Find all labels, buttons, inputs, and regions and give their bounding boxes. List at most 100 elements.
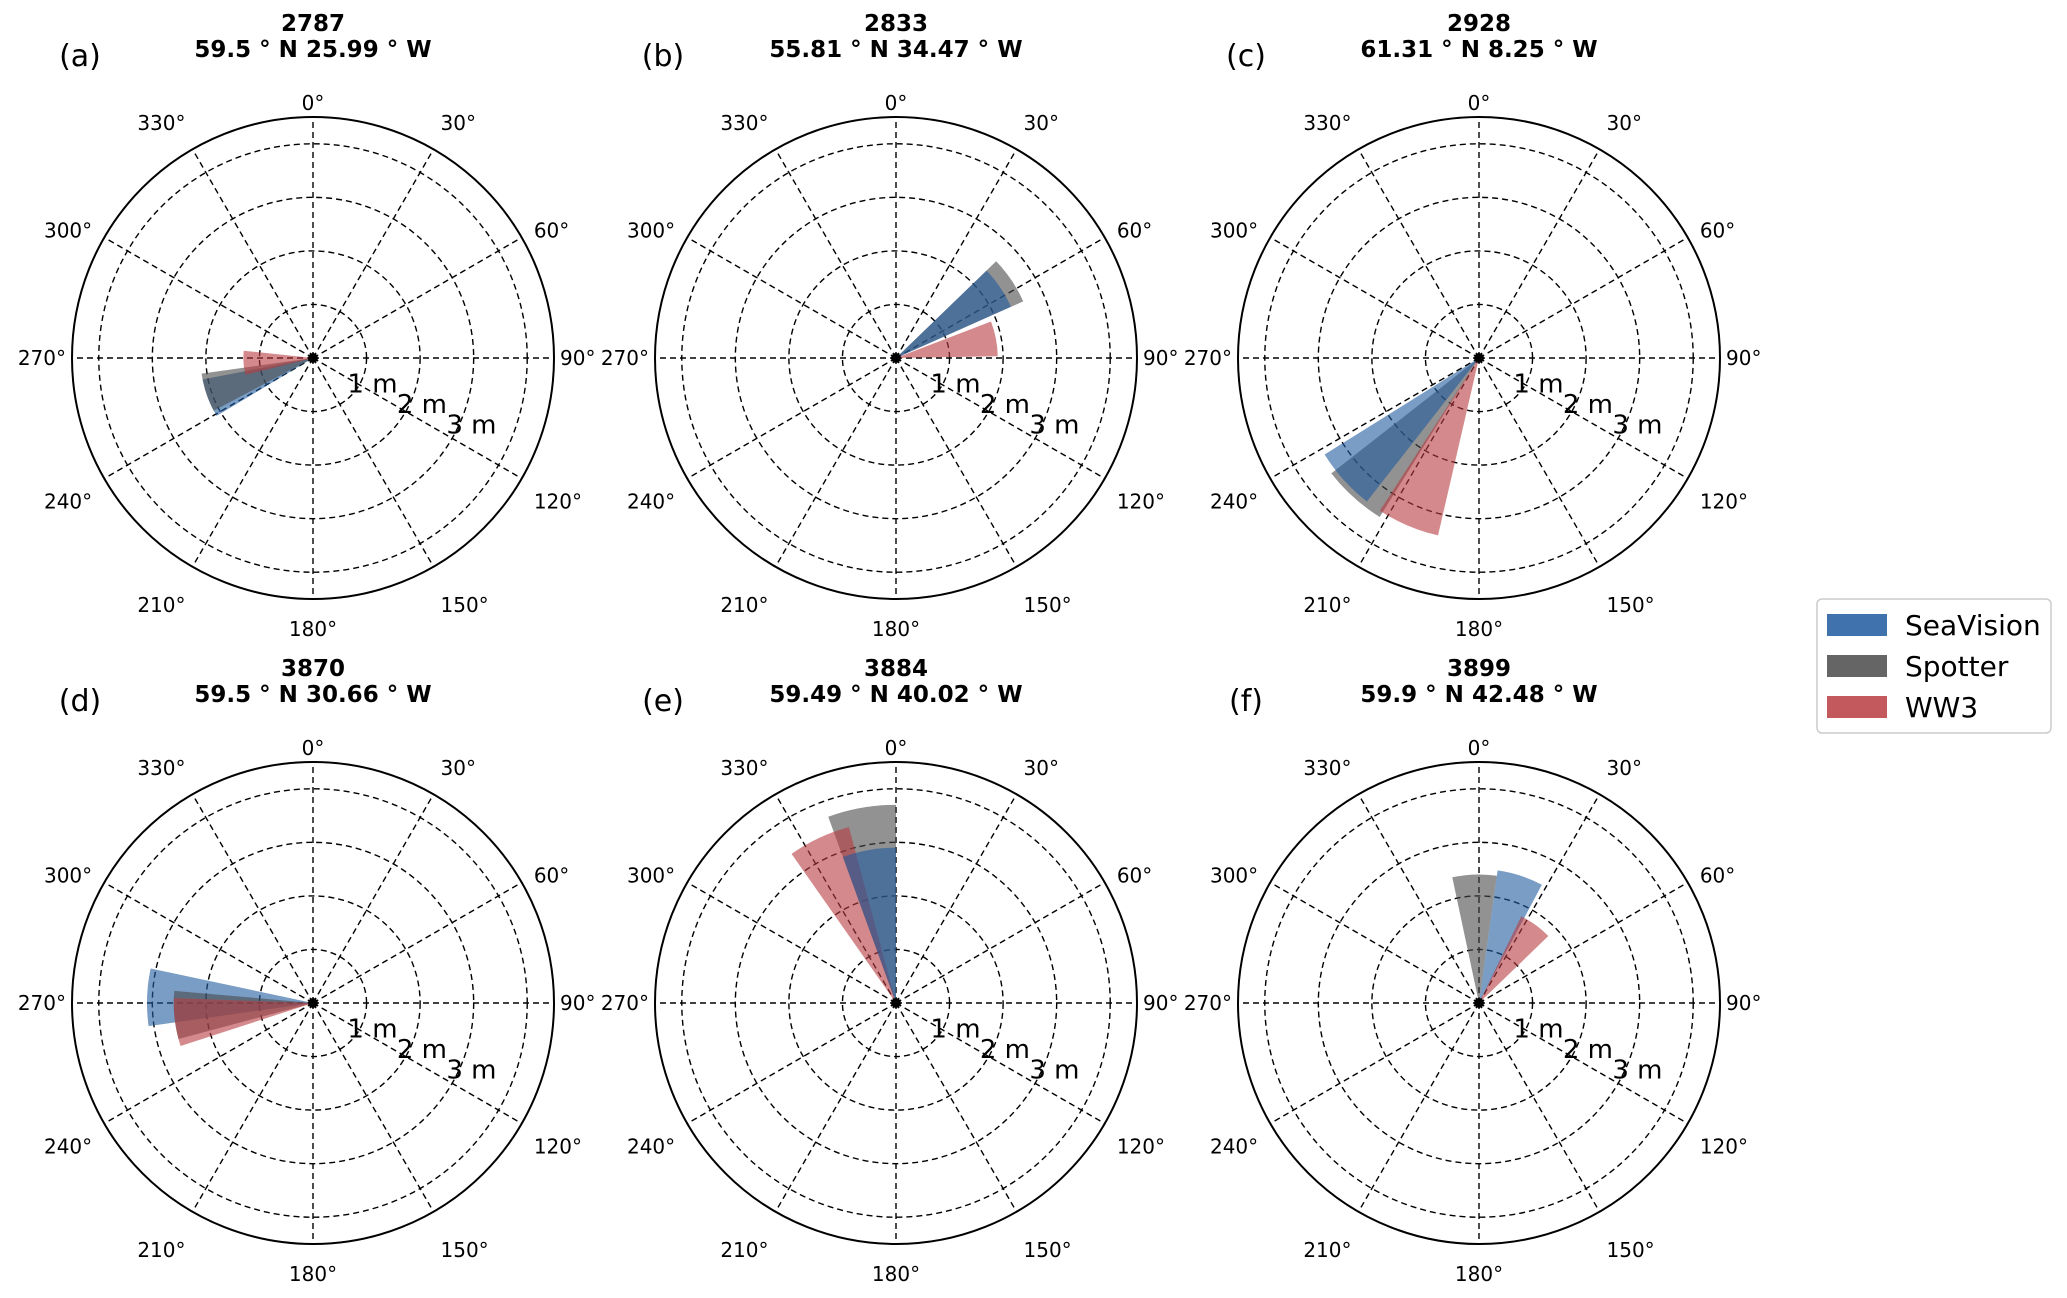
panel-title: 3884 bbox=[864, 656, 928, 682]
radial-tick-label: 1 m bbox=[1513, 369, 1563, 399]
angle-gridline bbox=[191, 148, 314, 359]
radial-tick-label: 2 m bbox=[980, 1035, 1030, 1065]
angle-tick-label: 0° bbox=[885, 736, 908, 760]
angle-gridline bbox=[774, 357, 897, 568]
angle-tick-label: 240° bbox=[1210, 1135, 1258, 1159]
angle-tick-label: 150° bbox=[441, 1238, 489, 1262]
angle-gridline bbox=[1357, 1002, 1480, 1213]
polar-bar-spotter bbox=[201, 358, 313, 411]
panel-subtitle: 55.81 ° N 34.47 ° W bbox=[769, 37, 1022, 63]
angle-tick-label: 60° bbox=[1700, 864, 1735, 888]
angle-tick-label: 180° bbox=[872, 1262, 920, 1286]
panel-title: 3899 bbox=[1447, 656, 1511, 682]
angle-tick-label: 60° bbox=[1700, 219, 1735, 243]
angle-tick-label: 120° bbox=[1700, 490, 1748, 514]
angle-tick-label: 30° bbox=[1024, 756, 1059, 780]
radial-tick-label: 1 m bbox=[930, 1014, 980, 1044]
angle-tick-label: 330° bbox=[137, 111, 185, 135]
angle-gridline bbox=[312, 881, 523, 1004]
grid-circle bbox=[788, 250, 1004, 466]
angle-tick-label: 240° bbox=[1210, 490, 1258, 514]
angle-tick-label: 330° bbox=[1303, 111, 1351, 135]
panel-subtitle: 59.5 ° N 25.99 ° W bbox=[194, 37, 431, 63]
outer-circle bbox=[71, 761, 555, 1245]
angle-tick-label: 270° bbox=[1184, 346, 1232, 370]
angle-tick-label: 300° bbox=[627, 219, 675, 243]
angle-tick-label: 60° bbox=[1117, 219, 1152, 243]
angle-tick-label: 30° bbox=[1607, 111, 1642, 135]
angle-tick-label: 270° bbox=[18, 346, 66, 370]
angle-tick-label: 150° bbox=[1024, 593, 1072, 617]
angle-tick-label: 270° bbox=[18, 991, 66, 1015]
angle-tick-label: 240° bbox=[627, 490, 675, 514]
angle-tick-label: 150° bbox=[1024, 1238, 1072, 1262]
angle-tick-label: 90° bbox=[1143, 991, 1178, 1015]
polar-panel: 0° 30° 60° 90° 120° 150° 180° 210° 240° 270° 300° 3… bbox=[601, 11, 1179, 641]
radial-tick-label: 3 m bbox=[446, 1055, 496, 1085]
angle-gridline bbox=[103, 881, 314, 1004]
angle-tick-label: 30° bbox=[441, 756, 476, 780]
angle-gridline bbox=[895, 1002, 1106, 1125]
outer-circle bbox=[1237, 761, 1721, 1245]
polar-panel: 0° 30° 60° 90° 120° 150° 180° 210° 240° 270° 300° 3… bbox=[1184, 656, 1762, 1286]
angle-gridline bbox=[895, 881, 1106, 1004]
polar-bar-spotter bbox=[1452, 874, 1497, 1003]
panel-label: (c) bbox=[1226, 39, 1266, 74]
angle-tick-label: 30° bbox=[441, 111, 476, 135]
angle-gridline bbox=[686, 357, 897, 480]
angle-tick-label: 240° bbox=[44, 490, 92, 514]
grid-circle bbox=[205, 895, 421, 1111]
angle-gridline bbox=[1478, 881, 1689, 1004]
angle-tick-label: 30° bbox=[1024, 111, 1059, 135]
grid-circle bbox=[1371, 250, 1587, 466]
angle-gridline bbox=[895, 1002, 1018, 1213]
panel-title: 3870 bbox=[281, 656, 345, 682]
angle-tick-label: 60° bbox=[1117, 864, 1152, 888]
polar-bar-ww3 bbox=[1379, 358, 1479, 536]
angle-gridline bbox=[774, 1002, 897, 1213]
panel-label: (e) bbox=[642, 684, 684, 719]
angle-gridline bbox=[312, 1002, 435, 1213]
angle-tick-label: 210° bbox=[720, 593, 768, 617]
angle-tick-label: 120° bbox=[1700, 1135, 1748, 1159]
angle-tick-label: 330° bbox=[1303, 756, 1351, 780]
center-dot bbox=[308, 998, 318, 1008]
angle-gridline bbox=[312, 793, 435, 1004]
angle-tick-label: 300° bbox=[1210, 864, 1258, 888]
angle-tick-label: 300° bbox=[44, 219, 92, 243]
angle-gridline bbox=[191, 357, 314, 568]
polar-bar-seavision bbox=[1324, 358, 1479, 502]
panel-subtitle: 59.9 ° N 42.48 ° W bbox=[1360, 682, 1597, 708]
angle-gridline bbox=[103, 1002, 314, 1125]
angle-tick-label: 300° bbox=[1210, 219, 1258, 243]
angle-tick-label: 90° bbox=[1726, 991, 1761, 1015]
angle-gridline bbox=[191, 793, 314, 1004]
angle-tick-label: 180° bbox=[1455, 1262, 1503, 1286]
angle-tick-label: 180° bbox=[289, 1262, 337, 1286]
angle-gridline bbox=[686, 236, 897, 359]
angle-gridline bbox=[895, 357, 1106, 480]
angle-tick-label: 330° bbox=[137, 756, 185, 780]
angle-tick-label: 90° bbox=[1143, 346, 1178, 370]
angle-tick-label: 240° bbox=[44, 1135, 92, 1159]
angle-tick-label: 270° bbox=[601, 991, 649, 1015]
panel-title: 2928 bbox=[1447, 11, 1511, 37]
angle-gridline bbox=[312, 148, 435, 359]
angle-tick-label: 210° bbox=[1303, 1238, 1351, 1262]
angle-tick-label: 330° bbox=[720, 111, 768, 135]
legend: SeaVision Spotter WW3 bbox=[1816, 598, 2052, 734]
radial-tick-label: 1 m bbox=[1513, 1014, 1563, 1044]
center-dot bbox=[891, 353, 901, 363]
radial-tick-label: 2 m bbox=[980, 390, 1030, 420]
radial-tick-label: 3 m bbox=[446, 410, 496, 440]
legend-swatch-ww3 bbox=[1827, 696, 1887, 718]
angle-tick-label: 0° bbox=[302, 91, 325, 115]
center-dot bbox=[1474, 353, 1484, 363]
panel-subtitle: 59.5 ° N 30.66 ° W bbox=[194, 682, 431, 708]
legend-label: WW3 bbox=[1905, 691, 1978, 724]
polar-bar-ww3 bbox=[1479, 916, 1549, 1003]
angle-tick-label: 300° bbox=[44, 864, 92, 888]
center-dot bbox=[891, 998, 901, 1008]
angle-tick-label: 270° bbox=[601, 346, 649, 370]
angle-gridline bbox=[1269, 357, 1480, 480]
